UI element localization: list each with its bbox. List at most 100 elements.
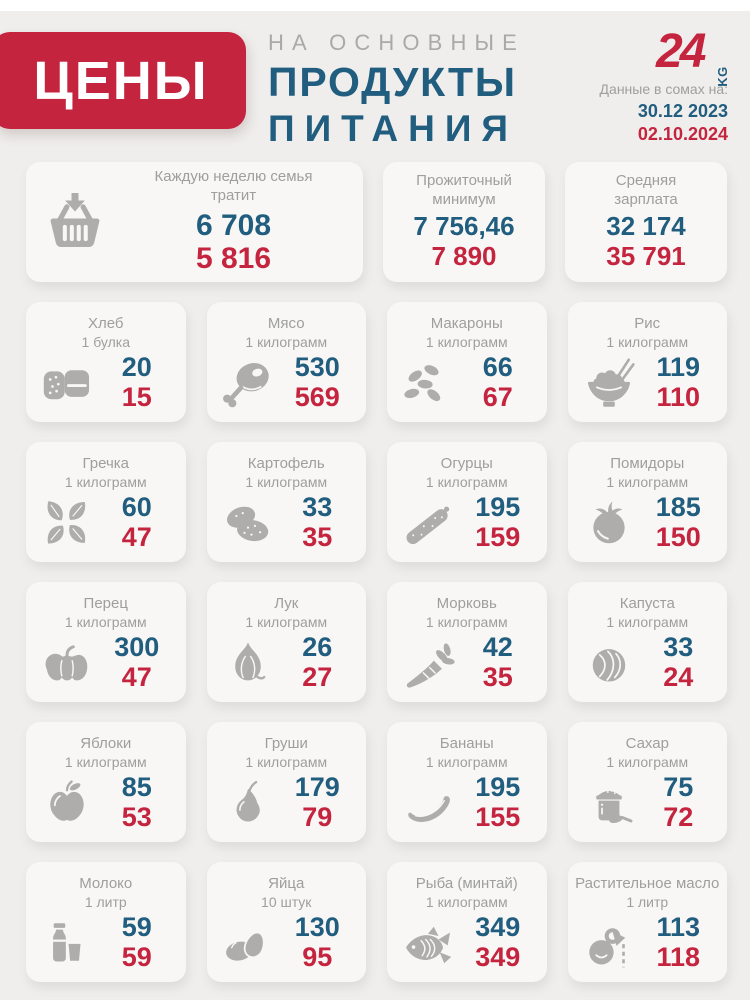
fish-icon [399, 914, 457, 972]
product-unit: 10 штук [261, 893, 312, 910]
header-line-2: ПРОДУКТЫ [268, 59, 517, 105]
price-new: 79 [302, 801, 333, 832]
prices: 300 47 [96, 633, 178, 691]
product-unit: 1 килограмм [425, 893, 508, 910]
product-name: Мясо [267, 315, 305, 332]
product-unit: 1 литр [84, 893, 127, 910]
price-old: 179 [294, 772, 340, 803]
product-name: Растительное масло [575, 875, 720, 892]
price-new: 159 [475, 521, 521, 552]
product-card: Макароны 1 килограмм 66 67 [387, 302, 547, 422]
product-unit: 1 килограмм [425, 613, 508, 630]
product-unit: 1 килограмм [606, 333, 689, 350]
product-unit: 1 килограмм [245, 333, 328, 350]
product-card: Перец 1 килограмм 300 47 [26, 582, 186, 702]
product-name: Капуста [619, 595, 675, 612]
product-name: Огурцы [440, 455, 493, 472]
summary-card: Средняя зарплата 32 174 35 791 [565, 162, 727, 282]
cabbage-icon [580, 634, 638, 692]
product-card: Яблоки 1 килограмм 85 53 [26, 722, 186, 842]
value-old: 7 756,46 [413, 211, 515, 242]
product-unit: 1 килограмм [64, 473, 147, 490]
product-unit: 1 килограмм [425, 473, 508, 490]
summary-content: Средняя зарплата 32 174 35 791 [586, 172, 706, 272]
product-title: Морковь 1 килограмм [387, 582, 547, 631]
product-bottom: 66 67 [387, 351, 547, 422]
product-unit: 1 килограмм [425, 333, 508, 350]
prices: 60 47 [96, 493, 178, 551]
carrot-icon [399, 634, 457, 692]
price-old: 300 [114, 632, 160, 663]
product-card: Огурцы 1 килограмм 195 159 [387, 442, 547, 562]
prices: 179 79 [277, 773, 359, 831]
onion-icon [219, 634, 277, 692]
price-old: 60 [121, 492, 152, 523]
product-title: Помидоры 1 килограмм [568, 442, 728, 491]
product-card: Рыба (минтай) 1 килограмм 349 349 [387, 862, 547, 982]
price-old: 59 [121, 912, 152, 943]
product-bottom: 85 53 [26, 771, 186, 842]
sugar-icon [580, 774, 638, 832]
summary-card: Прожиточный минимум 7 756,46 7 890 [383, 162, 545, 282]
summary-title: Каждую неделю семья тратит [154, 168, 313, 204]
summary-title: Средняя зарплата [614, 171, 678, 208]
badge-text: ЦЕНЫ [33, 50, 209, 111]
product-card: Груши 1 килограмм 179 79 [206, 722, 367, 842]
product-name: Макароны [430, 315, 503, 332]
product-name: Яйца [268, 875, 305, 892]
price-new: 155 [475, 801, 521, 832]
price-old: 33 [663, 632, 694, 663]
product-title: Лук 1 килограмм [207, 582, 367, 631]
price-new: 47 [121, 661, 152, 692]
products-grid: Хлеб 1 булка 20 15 Мясо 1 килограмм 530 … [0, 282, 750, 982]
price-new: 15 [121, 381, 152, 412]
top-strip [0, 0, 750, 11]
pear-icon [219, 774, 277, 832]
price-new: 349 [475, 941, 521, 972]
product-name: Груши [264, 735, 308, 752]
banana-icon [399, 774, 457, 832]
product-title: Молоко 1 литр [26, 862, 186, 911]
summary-title: Прожиточный минимум [416, 171, 512, 208]
product-title: Рыба (минтай) 1 килограмм [387, 862, 547, 911]
product-name: Картофель [247, 455, 325, 472]
prices: 33 35 [277, 493, 359, 551]
pasta-icon [399, 354, 457, 412]
price-new: 150 [655, 521, 701, 552]
header: ЦЕНЫ НА ОСНОВНЫЕ ПРОДУКТЫ ПИТАНИЯ 24 KG … [0, 11, 750, 160]
price-new: 53 [121, 801, 152, 832]
price-new: 24 [663, 661, 694, 692]
price-new: 35 [302, 521, 333, 552]
price-new: 59 [121, 941, 152, 972]
prices: 113 118 [638, 913, 720, 971]
product-title: Сахар 1 килограмм [568, 722, 728, 771]
product-title: Гречка 1 килограмм [26, 442, 186, 491]
header-titles: НА ОСНОВНЫЕ ПРОДУКТЫ ПИТАНИЯ [268, 30, 525, 150]
product-bottom: 349 349 [387, 911, 547, 982]
product-unit: 1 килограмм [245, 613, 328, 630]
product-bottom: 195 159 [387, 491, 547, 562]
product-card: Молоко 1 литр 59 59 [26, 862, 186, 982]
product-card: Яйца 10 штук 130 95 [206, 862, 367, 982]
product-bottom: 130 95 [207, 911, 367, 982]
product-bottom: 195 155 [387, 771, 547, 842]
price-old: 349 [475, 912, 521, 943]
buckwheat-icon [38, 494, 96, 552]
product-name: Лук [274, 595, 299, 612]
product-card: Рис 1 килограмм 119 110 [567, 302, 728, 422]
value-old: 6 708 [195, 208, 272, 242]
product-bottom: 20 15 [26, 351, 186, 422]
header-line-1: НА ОСНОВНЫЕ [268, 30, 525, 55]
product-bottom: 33 24 [568, 631, 728, 702]
product-card: Картофель 1 килограмм 33 35 [206, 442, 366, 562]
price-old: 85 [121, 772, 152, 803]
basket-icon [46, 193, 104, 251]
bread-icon [38, 354, 96, 412]
product-title: Груши 1 килограмм [207, 722, 367, 771]
product-bottom: 300 47 [26, 631, 186, 702]
summary-content: Каждую неделю семья тратит 6 708 5 816 [104, 168, 363, 276]
product-bottom: 119 110 [568, 351, 728, 422]
product-bottom: 179 79 [207, 771, 367, 842]
product-bottom: 530 569 [207, 351, 367, 422]
product-unit: 1 килограмм [606, 473, 689, 490]
